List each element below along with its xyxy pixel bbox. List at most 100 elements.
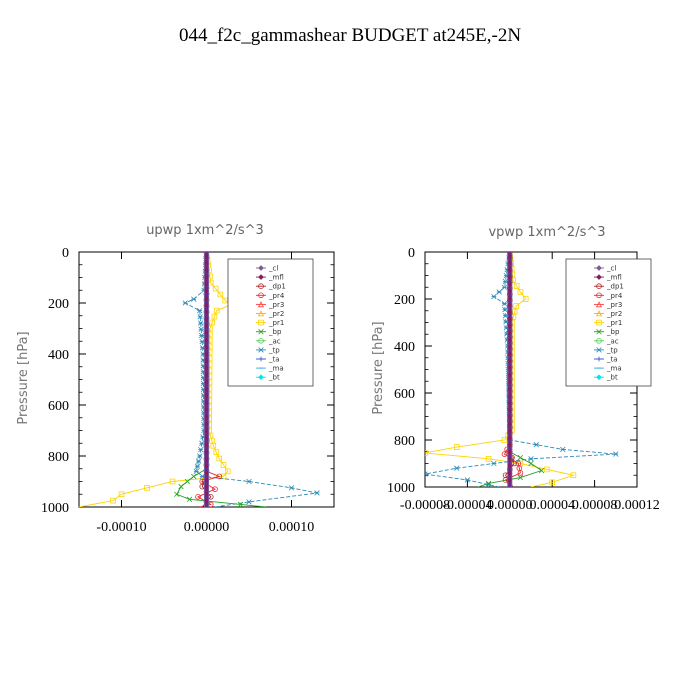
point-marker-tp [314, 490, 320, 496]
point-marker-mfl [204, 359, 209, 363]
legend-marker [596, 374, 602, 381]
point-marker-mfl [204, 429, 209, 433]
point-marker-mfl [204, 289, 209, 293]
point-marker-mfl [508, 261, 512, 265]
point-marker-mfl [508, 457, 512, 461]
x-tick-labels-vpwp: -0.00008-0.000040.000000.000040.000080.0… [400, 498, 660, 513]
point-marker-tp [193, 468, 199, 474]
legend-marker [596, 347, 602, 353]
x-tick-label: -0.00004 [442, 498, 492, 513]
point-marker-mfl [508, 429, 512, 433]
point-marker-mfl [508, 422, 512, 426]
point-marker-tp [198, 326, 204, 332]
point-marker-bp [517, 474, 524, 481]
point-marker-bp [237, 501, 244, 507]
point-marker-pr1 [169, 478, 176, 485]
point-marker-mfl [204, 422, 209, 426]
x-tick-label: 0.00000 [184, 520, 230, 535]
point-marker-mfl [204, 464, 209, 468]
panel-title-upwp: upwp 1xm^2/s^3 [146, 223, 264, 238]
legend-marker [596, 265, 602, 271]
point-marker-pr1 [522, 296, 529, 302]
point-marker-tp [560, 446, 566, 453]
point-marker-tp [491, 293, 497, 300]
series-line-tp [425, 252, 616, 487]
legend-marker [257, 310, 265, 317]
point-marker-mfl [204, 324, 209, 328]
point-marker-mfl [204, 268, 209, 272]
point-marker-mfl [204, 366, 209, 370]
legend-marker [258, 292, 264, 299]
point-marker-mfl [204, 499, 209, 503]
point-marker-pr1 [220, 462, 227, 468]
y-tick-label: 1000 [387, 481, 415, 496]
point-marker-pr4 [501, 451, 508, 457]
point-marker-mfl [508, 317, 512, 321]
legend-marker [258, 274, 264, 280]
point-marker-bp [528, 460, 534, 467]
point-marker-tp [528, 456, 534, 462]
point-marker-mfl [204, 380, 209, 384]
legend-marker [258, 337, 264, 344]
legend-label: _pr2 [268, 310, 284, 318]
legend-marker [258, 265, 264, 271]
point-marker-mfl [204, 492, 209, 496]
point-marker-tp [194, 463, 201, 469]
point-marker-mfl [204, 457, 209, 461]
legend-marker [596, 329, 602, 335]
legend-marker [596, 319, 602, 326]
point-marker-bp [184, 478, 191, 485]
y-tick-labels-vpwp: 0 200 400 600 800 1000 [387, 246, 415, 496]
y-tick-label: 0 [62, 246, 69, 261]
legend-upwp: _cl_mfl_dp1_pr4_pr3_pr2_pr1_bp_ac_tp_ta_… [227, 258, 314, 387]
point-marker-pr1 [210, 442, 217, 449]
point-marker-mfl [508, 359, 512, 363]
point-marker-pr1 [217, 291, 224, 298]
legend-label: _mfl [268, 274, 284, 282]
legend-marker [595, 301, 603, 308]
point-marker-mfl [508, 373, 512, 377]
point-marker-mfl [204, 478, 209, 482]
point-marker-mfl [204, 310, 209, 314]
legend-marker [596, 337, 602, 344]
point-marker-mfl [508, 303, 512, 307]
legend-marker [257, 301, 265, 308]
point-marker-mfl [204, 275, 209, 279]
point-marker-tp [496, 289, 502, 295]
x-tick-label: 0.00010 [269, 520, 315, 535]
panel-vpwp: vpwp 1xm^2/s^3 Pressure [hPa] 0 200 400 600… [371, 225, 660, 513]
point-marker-tp [288, 485, 295, 491]
point-marker-pr4 [216, 473, 223, 480]
point-marker-mfl [204, 394, 209, 398]
series-group [425, 252, 619, 487]
legend-label: _tp [268, 346, 280, 354]
point-marker-tp [454, 465, 460, 471]
legend-label: _dp1 [606, 283, 624, 291]
point-marker-mfl [508, 450, 512, 454]
point-marker-mfl [508, 436, 512, 440]
point-marker-tp [246, 499, 252, 505]
point-marker-pr1 [212, 285, 219, 292]
point-marker-mfl [508, 331, 512, 335]
legend-marker [258, 356, 264, 362]
point-marker-mfl [508, 275, 512, 279]
point-marker-mfl [204, 436, 209, 440]
legend-marker [258, 374, 264, 381]
point-marker-tp [197, 307, 203, 314]
point-marker-mfl [508, 464, 512, 468]
point-marker-tp [502, 278, 509, 285]
point-marker-mfl [508, 380, 512, 384]
point-marker-mfl [204, 303, 209, 307]
x-tick-label: 0.00004 [529, 498, 575, 513]
point-marker-bp [186, 496, 193, 503]
point-marker-tp [464, 477, 471, 483]
y-tick-label: 800 [394, 434, 415, 449]
legend-label: _dp1 [268, 283, 286, 291]
legend-label: _pr2 [606, 310, 622, 318]
point-marker-bp [485, 480, 492, 487]
point-marker-mfl [508, 296, 512, 300]
point-marker-pr4 [517, 470, 524, 476]
point-marker-mfl [508, 443, 512, 447]
point-marker-pr1 [224, 468, 231, 475]
